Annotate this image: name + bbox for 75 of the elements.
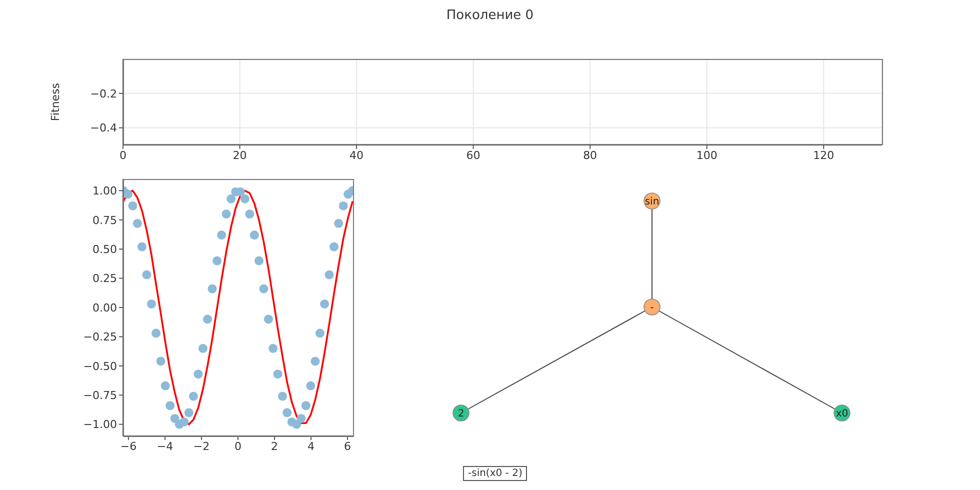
point [132,218,142,228]
chart-title: Поколение 0 [445,8,535,23]
point [212,256,222,266]
x-tick-label: 4 [308,440,315,453]
y-tick-label: −0.2 [90,87,117,100]
x-tick-label: −2 [193,440,210,453]
point [330,242,339,252]
point [198,344,208,353]
point [180,417,189,426]
y-tick-label: −0.75 [83,389,117,402]
point [194,370,203,379]
x-tick-label: −6 [120,440,137,453]
point [166,401,175,410]
y-tick-label: −0.25 [83,330,117,344]
point [310,356,320,366]
point [259,284,268,294]
point [268,344,278,353]
point [217,230,226,240]
y-tick-label: 0.00 [92,301,117,314]
x-tick-label: 100 [696,148,718,162]
text: x0 [836,408,848,420]
point [254,256,264,266]
point [226,194,236,204]
y-tick-label: 1.00 [92,184,117,198]
text: -sin(x0 - 2) [463,466,528,481]
text: - [650,302,654,314]
point [203,314,212,324]
x-tick-label: 0 [120,148,126,162]
point [282,408,292,418]
point [315,328,324,338]
x-tick-label: 60 [466,148,480,162]
y-axis-title: Fitness [48,82,62,122]
point [208,284,217,294]
y-tick-label: 0.25 [92,272,117,286]
point [240,194,250,204]
point [320,299,330,308]
y-tick-label: 0.75 [92,214,117,227]
point [301,401,310,410]
point [306,381,316,390]
point [137,242,146,252]
point [222,210,231,219]
point [338,201,348,210]
point [324,270,334,280]
x-tick-label: 2 [271,440,278,453]
point [142,270,152,280]
x-tick-label: 120 [813,148,834,162]
point [123,190,132,199]
y-tick-label: −1.00 [83,418,117,432]
text: 2 [458,408,464,420]
point [188,392,198,401]
point [273,370,282,379]
x-tick-label: 80 [583,148,598,162]
y-tick-label: 0.50 [92,242,117,256]
point [278,392,288,401]
point [245,210,254,219]
point [296,414,306,423]
y-tick-label: −0.4 [90,122,117,135]
point [264,314,273,324]
x-tick-label: 40 [350,148,364,162]
x-tick-label: 0 [234,440,242,453]
point [146,299,156,308]
x-tick-label: 20 [232,148,247,162]
point [250,230,259,240]
point [170,414,180,423]
point [334,218,344,228]
point [156,356,166,366]
x-tick-label: −4 [156,440,174,453]
x-tick-label: 6 [344,440,352,453]
point [128,201,138,210]
point [160,381,170,390]
y-tick-label: −0.50 [83,360,117,373]
point [152,328,161,338]
text: sin [644,196,660,208]
point [292,420,302,429]
point [184,408,194,418]
